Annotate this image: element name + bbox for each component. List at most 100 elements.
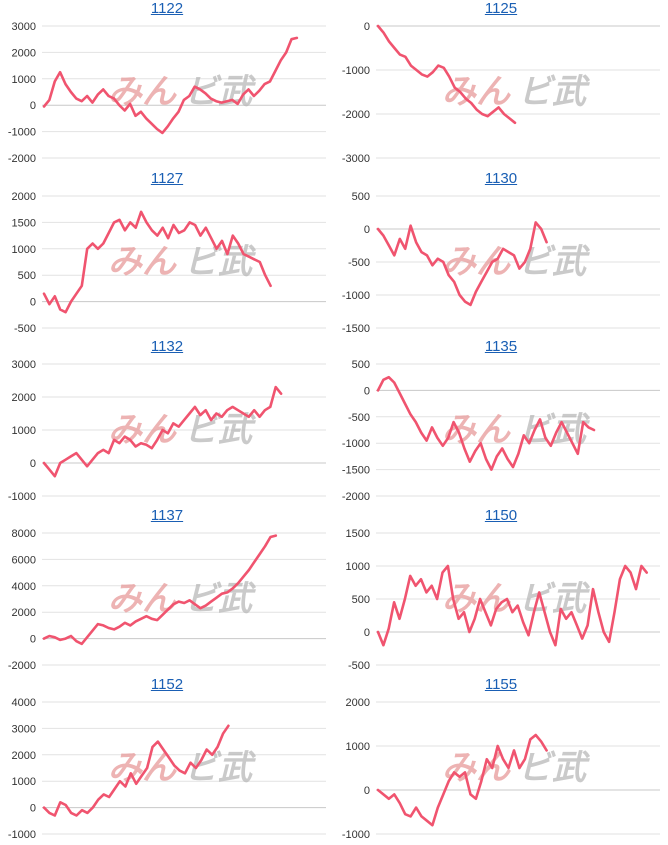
chart-panel-1125: 1125 -3000 -2000 -1000 0 みん ビ武 bbox=[334, 0, 668, 168]
chart-title-link[interactable]: 1150 bbox=[484, 507, 518, 524]
y-tick-label: 2000 bbox=[12, 47, 36, 59]
chart-title-link[interactable]: 1125 bbox=[484, 0, 518, 17]
y-tick-label: 1000 bbox=[346, 741, 370, 753]
y-tick-label: 2000 bbox=[12, 607, 36, 619]
y-tick-label: 0 bbox=[364, 224, 370, 236]
watermark-text-b: ビ武 bbox=[518, 579, 590, 619]
watermark-text-b: ビ武 bbox=[184, 579, 256, 619]
watermark-text-b: ビ武 bbox=[518, 72, 590, 112]
chart-title-link[interactable]: 1127 bbox=[150, 170, 184, 187]
y-tick-label: -1000 bbox=[8, 127, 36, 139]
series-line bbox=[376, 221, 548, 307]
chart-panel-1122: 1122 -2000 -1000 0 1000 2000 3000 みん ビ武 bbox=[0, 0, 334, 168]
y-tick-label: 1500 bbox=[346, 528, 370, 540]
series-line bbox=[42, 534, 278, 646]
chart-title-link[interactable]: 1152 bbox=[150, 676, 184, 693]
line-chart: -2000 -1500 -1000 -500 0 500 みん ビ武 bbox=[342, 359, 660, 503]
chart-panel-1130: 1130 -1500 -1000 -500 0 500 みん ビ武 bbox=[334, 170, 668, 338]
y-tick-label: 2000 bbox=[12, 750, 36, 762]
y-tick-label: 500 bbox=[352, 359, 370, 371]
chart-title-link[interactable]: 1155 bbox=[484, 676, 518, 693]
series-line bbox=[42, 385, 283, 478]
y-tick-label: 2000 bbox=[12, 392, 36, 404]
y-tick-label: 3000 bbox=[12, 359, 36, 371]
y-tick-label: 1000 bbox=[12, 776, 36, 788]
series-line bbox=[376, 564, 649, 647]
y-tick-label: -1000 bbox=[342, 438, 370, 450]
y-tick-label: 8000 bbox=[12, 528, 36, 540]
y-tick-label: -500 bbox=[348, 660, 370, 672]
watermark-text-a: みん bbox=[108, 579, 177, 619]
watermark-logo: みん ビ武 bbox=[442, 410, 590, 450]
watermark-text-a: みん bbox=[108, 242, 177, 282]
y-tick-label: -2000 bbox=[8, 660, 36, 672]
watermark-text-a: みん bbox=[442, 410, 511, 450]
watermark-text-a: みん bbox=[442, 72, 511, 112]
y-tick-label: 2000 bbox=[346, 697, 370, 709]
watermark-logo: みん ビ武 bbox=[108, 748, 256, 788]
y-tick-label: 1000 bbox=[12, 244, 36, 256]
y-tick-label: 1000 bbox=[12, 425, 36, 437]
y-tick-label: -1000 bbox=[342, 65, 370, 77]
series-line bbox=[42, 36, 299, 135]
y-tick-label: 1000 bbox=[12, 74, 36, 86]
chart-panel-1132: 1132 -1000 0 1000 2000 3000 みん ビ武 bbox=[0, 338, 334, 506]
y-tick-label: 1000 bbox=[346, 561, 370, 573]
chart-panel-1135: 1135 -2000 -1500 -1000 -500 0 500 みん ビ武 bbox=[334, 338, 668, 506]
y-tick-label: -1500 bbox=[342, 323, 370, 335]
series-line bbox=[42, 724, 230, 817]
y-tick-label: -1500 bbox=[342, 465, 370, 477]
y-tick-label: -2000 bbox=[342, 109, 370, 121]
chart-title-link[interactable]: 1130 bbox=[484, 170, 518, 187]
y-tick-label: -500 bbox=[14, 323, 36, 335]
y-tick-label: -1000 bbox=[342, 829, 370, 841]
watermark-logo: みん ビ武 bbox=[108, 579, 256, 619]
y-tick-label: 0 bbox=[30, 100, 36, 112]
chart-title-link[interactable]: 1122 bbox=[150, 0, 184, 17]
y-tick-label: -1000 bbox=[342, 290, 370, 302]
watermark-text-b: ビ武 bbox=[518, 748, 590, 788]
line-chart: -500 0 500 1000 1500 2000 みん ビ武 bbox=[12, 191, 326, 335]
y-tick-label: -500 bbox=[348, 412, 370, 424]
y-tick-label: -1000 bbox=[8, 491, 36, 503]
y-tick-label: 0 bbox=[30, 803, 36, 815]
y-tick-label: 500 bbox=[18, 270, 36, 282]
y-tick-label: -2000 bbox=[8, 153, 36, 165]
watermark-text-b: ビ武 bbox=[184, 242, 256, 282]
y-tick-label: 0 bbox=[30, 634, 36, 646]
y-tick-label: -2000 bbox=[342, 491, 370, 503]
watermark-logo: みん ビ武 bbox=[442, 72, 590, 112]
chart-panel-1150: 1150 -500 0 500 1000 1500 みん ビ武 bbox=[334, 507, 668, 675]
y-tick-label: 0 bbox=[364, 785, 370, 797]
series-line bbox=[376, 24, 517, 125]
chart-panel-1152: 1152 -1000 0 1000 2000 3000 4000 みん ビ武 bbox=[0, 676, 334, 844]
y-tick-label: -3000 bbox=[342, 153, 370, 165]
y-tick-label: 500 bbox=[352, 191, 370, 203]
y-tick-label: 0 bbox=[364, 627, 370, 639]
chart-panel-1127: 1127 -500 0 500 1000 1500 2000 みん ビ武 bbox=[0, 170, 334, 338]
watermark-logo: みん ビ武 bbox=[108, 242, 256, 282]
y-tick-label: -500 bbox=[348, 257, 370, 269]
line-chart: -1000 0 1000 2000 みん ビ武 bbox=[342, 697, 660, 841]
chart-title-link[interactable]: 1135 bbox=[484, 338, 518, 355]
series-line bbox=[376, 375, 596, 471]
y-tick-label: 1500 bbox=[12, 217, 36, 229]
y-tick-label: 0 bbox=[30, 458, 36, 470]
y-tick-label: 4000 bbox=[12, 581, 36, 593]
line-chart: -3000 -2000 -1000 0 みん ビ武 bbox=[342, 21, 660, 165]
series-line bbox=[376, 733, 548, 827]
y-tick-label: 500 bbox=[352, 594, 370, 606]
watermark-text-a: みん bbox=[442, 242, 511, 282]
y-tick-label: 0 bbox=[364, 385, 370, 397]
y-tick-label: 0 bbox=[30, 297, 36, 309]
y-tick-label: 2000 bbox=[12, 191, 36, 203]
chart-title-link[interactable]: 1132 bbox=[150, 338, 184, 355]
y-tick-label: 4000 bbox=[12, 697, 36, 709]
chart-title-link[interactable]: 1137 bbox=[150, 507, 184, 524]
y-tick-label: 3000 bbox=[12, 723, 36, 735]
y-tick-label: -1000 bbox=[8, 829, 36, 841]
series-line bbox=[42, 210, 272, 314]
